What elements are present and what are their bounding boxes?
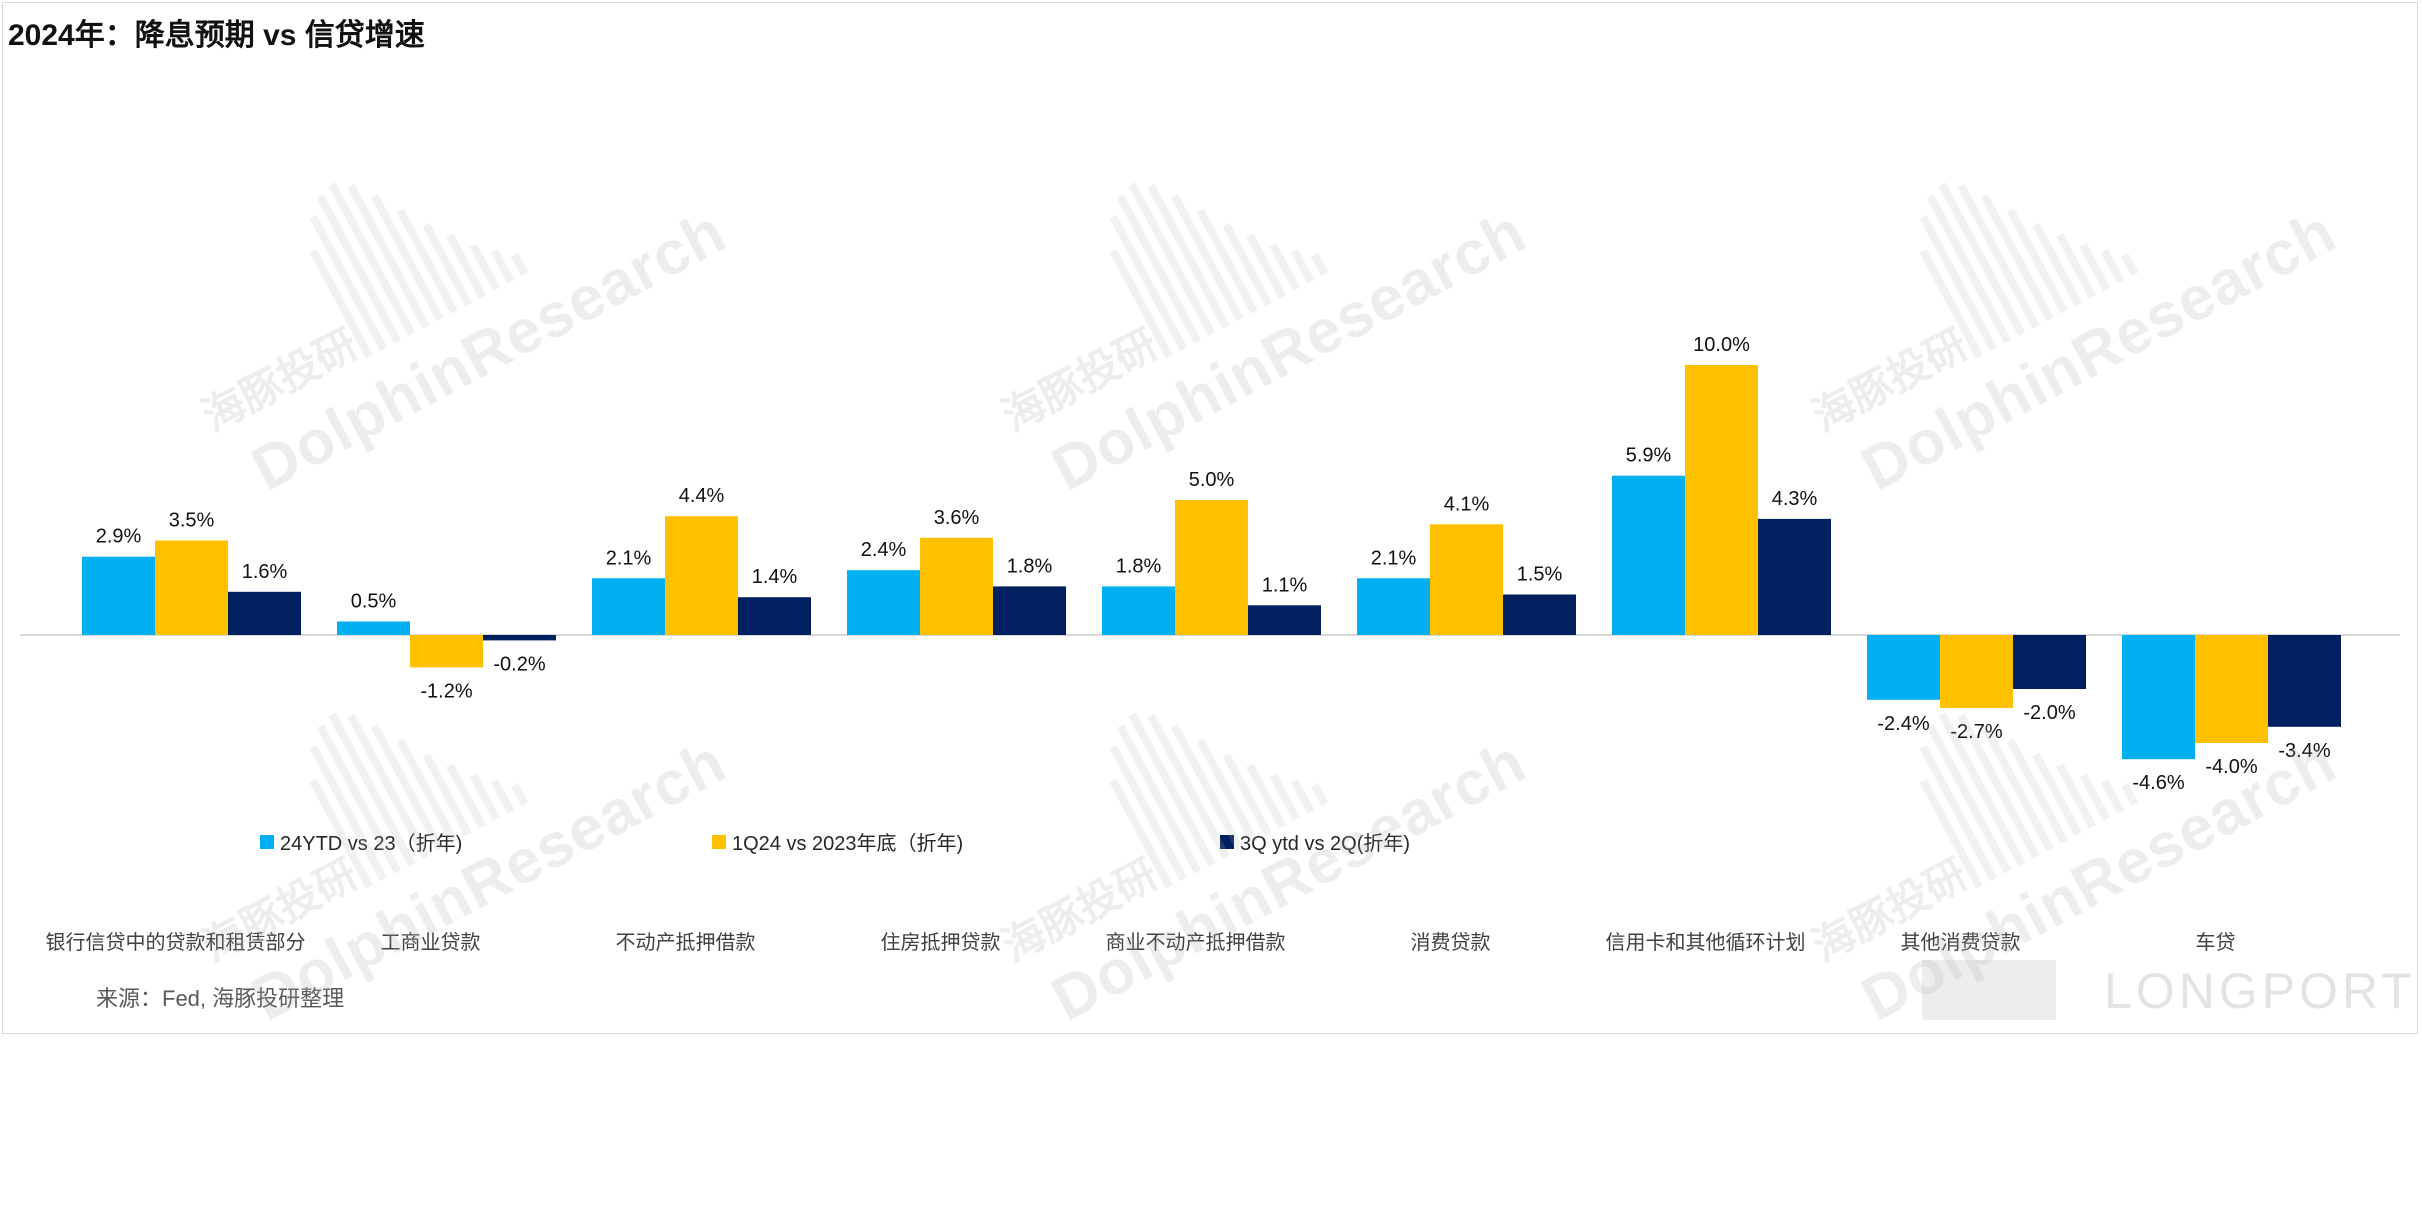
data-label: -0.2% — [493, 653, 545, 675]
category-label: 不动产抵押借款 — [616, 931, 756, 954]
data-label: -1.2% — [420, 680, 472, 702]
bar-1-8 — [1867, 635, 1940, 700]
data-label: 4.3% — [1772, 488, 1818, 510]
data-label: 4.1% — [1444, 493, 1490, 515]
source-note: 来源：Fed, 海豚投研整理 — [96, 986, 345, 1011]
bar-3-4 — [993, 586, 1066, 635]
data-label: 5.9% — [1626, 445, 1672, 467]
bar-2-5 — [1175, 500, 1248, 635]
category-label: 其他消费贷款 — [1901, 931, 2021, 954]
legend-swatch-2 — [712, 835, 726, 849]
category-label: 车贷 — [2196, 931, 2236, 954]
bar-3-6 — [1503, 594, 1576, 635]
legend-label-1: 24YTD vs 23（折年) — [280, 832, 462, 855]
bar-2-9 — [2195, 635, 2268, 743]
category-label: 工商业贷款 — [381, 931, 481, 954]
data-label: 1.5% — [1517, 564, 1563, 586]
data-label: 1.4% — [752, 566, 798, 588]
bar-3-8 — [2013, 635, 2086, 689]
bar-chart: 2.9% 3.5% 1.6% 银行信贷中的贷款和租赁部分 0.5% -1.2% -0.2% 工… — [20, 334, 2400, 954]
category-label: 银行信贷中的贷款和租赁部分 — [46, 931, 306, 954]
data-label: -4.6% — [2132, 772, 2184, 794]
bar-2-4 — [920, 537, 993, 635]
data-label: 2.4% — [861, 539, 907, 561]
bar-2-6 — [1430, 524, 1503, 635]
data-label: 3.6% — [934, 507, 980, 529]
category-label: 信用卡和其他循环计划 — [1606, 931, 1806, 954]
data-label: 2.9% — [96, 526, 142, 548]
bar-2-1 — [155, 540, 228, 635]
data-label: 2.1% — [606, 547, 652, 569]
longport-logo-text: LONGPORT — [2104, 963, 2416, 1019]
category-label: 住房抵押贷款 — [881, 931, 1001, 954]
category-label: 消费贷款 — [1411, 931, 1491, 954]
bar-3-5 — [1248, 605, 1321, 635]
bar-3-3 — [738, 597, 811, 635]
bar-1-4 — [847, 570, 920, 635]
bar-2-2 — [410, 635, 483, 668]
category-label: 商业不动产抵押借款 — [1106, 931, 1286, 954]
data-label: 1.6% — [242, 561, 288, 583]
data-label: -2.4% — [1877, 713, 1929, 735]
data-label: -2.0% — [2023, 702, 2075, 724]
data-label: -4.0% — [2205, 756, 2257, 778]
longport-logo: LONGPORT — [1922, 960, 2412, 1020]
bar-1-9 — [2122, 635, 2195, 760]
chart-frame — [2, 2, 2418, 1034]
bar-3-2 — [483, 635, 556, 641]
data-label: -3.4% — [2278, 740, 2330, 762]
bar-3-1 — [228, 591, 301, 635]
legend-swatch-1 — [260, 835, 274, 849]
longport-logo-mark — [1922, 960, 2056, 1020]
data-label: 1.1% — [1262, 574, 1308, 596]
bar-2-7 — [1685, 365, 1758, 635]
bar-1-1 — [82, 556, 155, 635]
data-label: 4.4% — [679, 485, 725, 507]
legend-swatch-3 — [1220, 835, 1234, 849]
bar-1-3 — [592, 578, 665, 635]
chart-title: 2024年：降息预期 vs 信贷增速 — [8, 19, 425, 52]
data-label: 1.8% — [1116, 555, 1162, 577]
data-label: 10.0% — [1693, 334, 1750, 356]
data-label: 2.1% — [1371, 547, 1417, 569]
bar-1-6 — [1357, 578, 1430, 635]
bar-3-9 — [2268, 635, 2341, 727]
data-label: 5.0% — [1189, 469, 1235, 491]
data-label: 1.8% — [1007, 555, 1053, 577]
bar-1-5 — [1102, 586, 1175, 635]
bar-2-8 — [1940, 635, 2013, 708]
bar-2-3 — [665, 516, 738, 635]
legend-label-2: 1Q24 vs 2023年底（折年) — [732, 832, 963, 855]
bar-3-7 — [1758, 518, 1831, 635]
data-label: -2.7% — [1950, 721, 2002, 743]
bar-1-2 — [337, 621, 410, 635]
legend-label-3: 3Q ytd vs 2Q(折年) — [1240, 832, 1410, 855]
bar-1-7 — [1612, 475, 1685, 635]
data-label: 0.5% — [351, 591, 397, 613]
data-label: 3.5% — [169, 510, 215, 532]
